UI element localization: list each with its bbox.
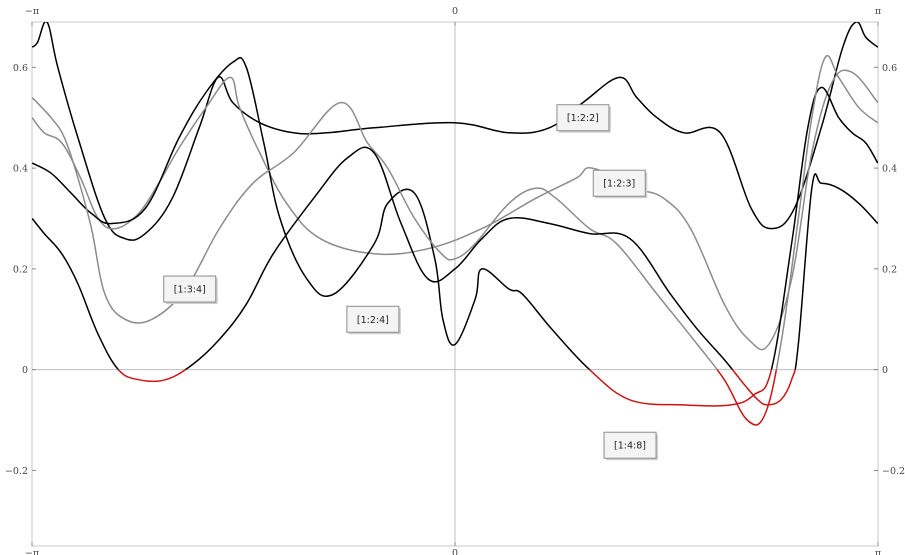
y-tick-label-left: 0: [22, 365, 28, 376]
series-label-1-2-2: [1:2:2]: [556, 104, 611, 133]
series-label-text: [1:2:2]: [567, 113, 599, 124]
y-tick-label-right: −0.2: [882, 466, 905, 477]
y-tick-label-left: 0.4: [13, 164, 28, 175]
y-tick-label-right: 0.2: [882, 264, 897, 275]
series-label-text: [1:3:4]: [174, 285, 206, 296]
series-negative-segment-1-4-8: [117, 369, 796, 406]
series-label-1-4-8: [1:4:8]: [603, 431, 659, 461]
series-line-1-3-4: [32, 54, 878, 370]
x-tick-label-top: 0: [452, 6, 458, 17]
series-label-text: [1:4:8]: [614, 441, 646, 452]
series-label-text: [1:2:3]: [603, 179, 635, 190]
x-tick-label-top: −π: [25, 6, 39, 17]
y-tick-label-left: −0.2: [5, 466, 28, 477]
y-tick-label-right: 0: [882, 365, 888, 376]
x-tick-label-top: π: [875, 6, 881, 17]
y-tick-label-right: 0.6: [882, 63, 897, 74]
y-tick-label-left: 0.6: [13, 63, 28, 74]
series-label-1-3-4: [1:3:4]: [163, 275, 218, 305]
series-label-1-2-4: [1:2:4]: [346, 305, 401, 335]
series-line-1-2-3: [32, 69, 878, 351]
series-label-1-2-3: [1:2:3]: [592, 169, 648, 199]
y-tick-label-left: 0.2: [13, 264, 28, 275]
x-tick-label-bottom: 0: [452, 548, 458, 555]
series-line-1-2-2: [32, 22, 878, 241]
y-tick-label-right: 0.4: [882, 164, 897, 175]
series-label-text: [1:2:4]: [357, 315, 389, 326]
x-tick-label-bottom: −π: [25, 548, 39, 555]
series-line-1-2-4: [32, 56, 878, 370]
series-line-1-4-8: [32, 146, 878, 370]
x-tick-label-bottom: π: [875, 548, 881, 555]
